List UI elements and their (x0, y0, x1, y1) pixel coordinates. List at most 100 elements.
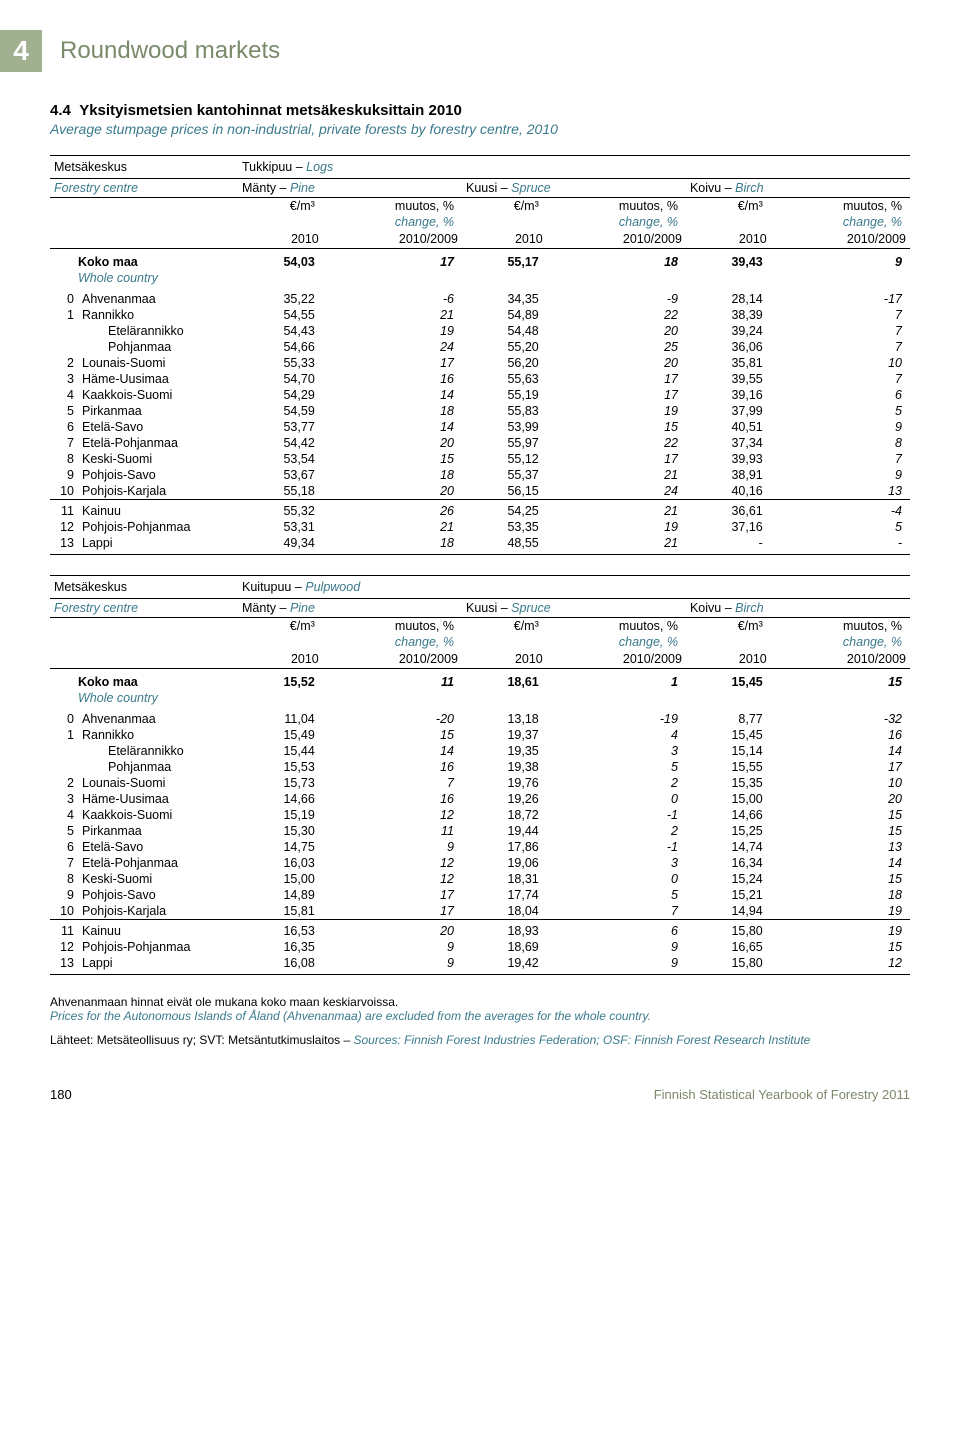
hdr-change: change, % (323, 634, 462, 650)
cell: 12 (323, 855, 462, 871)
hdr-metsakeskus: Metsäkeskus (50, 576, 238, 599)
table-row: 9Pohjois-Savo53,671855,372138,919 (50, 467, 910, 483)
cell: 12 (771, 955, 910, 975)
table-row: 6Etelä-Savo14,75917,86-114,7413 (50, 839, 910, 855)
cell: 18,04 (462, 903, 547, 920)
row-name: Etelä-Pohjanmaa (78, 855, 238, 871)
table-row: Pohjanmaa15,531619,38515,5517 (50, 759, 910, 775)
cell: 18,69 (462, 939, 547, 955)
cell: 7 (323, 775, 462, 791)
hdr-forestry-centre: Forestry centre (50, 179, 238, 198)
cell: 9 (323, 939, 462, 955)
table-row: 8Keski-Suomi53,541555,121739,937 (50, 451, 910, 467)
cell: 19,38 (462, 759, 547, 775)
hdr-category: Kuitupuu – Pulpwood (238, 576, 910, 599)
table-row: 1Rannikko15,491519,37415,4516 (50, 727, 910, 743)
cell: 5 (547, 759, 686, 775)
cell: 20 (323, 435, 462, 451)
cell: 11,04 (238, 711, 323, 727)
hdr-change: change, % (771, 634, 910, 650)
row-name: Kaakkois-Suomi (78, 807, 238, 823)
cell: 56,15 (462, 483, 547, 500)
hdr-unit: €/m³ (238, 618, 323, 635)
cell: 15 (771, 669, 910, 691)
hdr-unit: €/m³ (686, 198, 771, 215)
cell: 13 (771, 483, 910, 500)
cell: -19 (547, 711, 686, 727)
cell: 14 (323, 419, 462, 435)
row-name: Pohjanmaa (78, 339, 238, 355)
cell: - (771, 535, 910, 555)
cell: 18,61 (462, 669, 547, 691)
cell: 21 (547, 535, 686, 555)
cell: 15 (771, 871, 910, 887)
cell: 16,35 (238, 939, 323, 955)
hdr-period: 2010/2009 (547, 650, 686, 669)
row-code: 6 (50, 419, 78, 435)
row-code: 13 (50, 535, 78, 555)
row-name: Etelä-Savo (78, 419, 238, 435)
cell: -1 (547, 839, 686, 855)
table-row: 9Pohjois-Savo14,891717,74515,2118 (50, 887, 910, 903)
cell: 28,14 (686, 291, 771, 307)
hdr-year: 2010 (238, 650, 323, 669)
row-code: 7 (50, 855, 78, 871)
cell: 14 (771, 855, 910, 871)
cell: 55,97 (462, 435, 547, 451)
cell: 18,31 (462, 871, 547, 887)
cell: -4 (771, 500, 910, 520)
row-code (50, 759, 78, 775)
cell: 55,12 (462, 451, 547, 467)
row-code: 3 (50, 791, 78, 807)
cell: 36,61 (686, 500, 771, 520)
cell: 55,19 (462, 387, 547, 403)
row-code: 4 (50, 387, 78, 403)
cell: 22 (547, 435, 686, 451)
cell: 35,22 (238, 291, 323, 307)
cell: 13,18 (462, 711, 547, 727)
cell: 15,00 (238, 871, 323, 887)
chapter-number: 4 (0, 30, 42, 72)
cell: 54,29 (238, 387, 323, 403)
table-row: 12Pohjois-Pohjanmaa16,35918,69916,6515 (50, 939, 910, 955)
chapter-header: 4 Roundwood markets (0, 30, 910, 72)
cell: 55,37 (462, 467, 547, 483)
cell: 56,20 (462, 355, 547, 371)
cell: 16 (323, 371, 462, 387)
cell: 40,16 (686, 483, 771, 500)
row-code: 1 (50, 307, 78, 323)
cell: 55,18 (238, 483, 323, 500)
cell: 0 (547, 791, 686, 807)
row-name: Pirkanmaa (78, 403, 238, 419)
cell: - (686, 535, 771, 555)
hdr-muutos: muutos, % (323, 618, 462, 635)
cell: 15,81 (238, 903, 323, 920)
row-code: 12 (50, 519, 78, 535)
row-whole-country: Whole country (78, 270, 238, 291)
hdr-birch: Koivu – Birch (686, 179, 910, 198)
cell: 38,91 (686, 467, 771, 483)
cell: 24 (547, 483, 686, 500)
cell: 19,26 (462, 791, 547, 807)
hdr-year: 2010 (686, 230, 771, 249)
hdr-period: 2010/2009 (771, 650, 910, 669)
cell: 54,66 (238, 339, 323, 355)
cell: 55,17 (462, 249, 547, 271)
row-code: 13 (50, 955, 78, 975)
cell: 20 (547, 323, 686, 339)
cell: 7 (771, 371, 910, 387)
cell: 17 (547, 387, 686, 403)
cell: 14,66 (238, 791, 323, 807)
row-code (50, 339, 78, 355)
cell: 3 (547, 855, 686, 871)
row-name: Kaakkois-Suomi (78, 387, 238, 403)
cell: 17 (323, 887, 462, 903)
hdr-pine: Mänty – Pine (238, 179, 462, 198)
cell: 15,49 (238, 727, 323, 743)
row-code: 8 (50, 871, 78, 887)
cell: 37,99 (686, 403, 771, 419)
hdr-category: Tukkipuu – Logs (238, 156, 910, 179)
table-row: 10Pohjois-Karjala15,811718,04714,9419 (50, 903, 910, 920)
publication-name: Finnish Statistical Yearbook of Forestry… (654, 1087, 910, 1102)
table-row: 0Ahvenanmaa35,22-634,35-928,14-17 (50, 291, 910, 307)
